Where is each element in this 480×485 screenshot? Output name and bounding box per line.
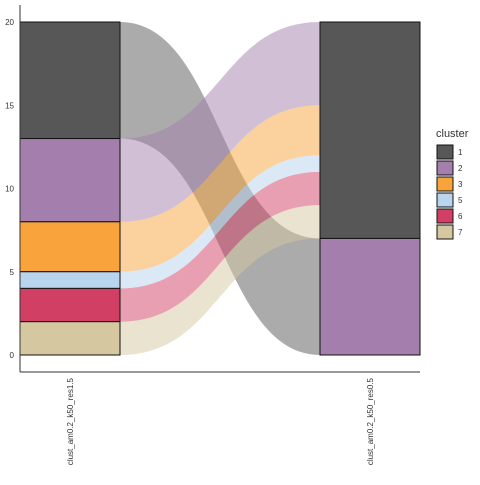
legend-key-2: [436, 160, 454, 176]
legend: cluster 1 2 3 5 6 7: [436, 128, 469, 240]
flow-6-to-1: [120, 171, 320, 322]
y-tick-label: 0: [10, 351, 15, 360]
y-tick-label: 10: [5, 185, 14, 194]
legend-key-1: [436, 144, 454, 160]
x-axis-labels: clust_am0.2_k50_res1.5 clust_am0.2_k50_re…: [66, 377, 375, 465]
flow-3-to-1: [120, 105, 320, 272]
legend-title: cluster: [436, 128, 469, 140]
legend-label-2: 2: [458, 164, 463, 173]
y-tick-label: 5: [10, 268, 15, 277]
flows-layer: [120, 22, 320, 355]
legend-key-3: [436, 176, 454, 192]
y-tick-label: 15: [5, 101, 14, 110]
x-axis-label: clust_am0.2_k50_res0.5: [366, 377, 375, 465]
legend-key-5: [436, 192, 454, 208]
legend-key-7: [436, 224, 454, 240]
legend-label-3: 3: [458, 180, 463, 189]
axes-layer: [19, 5, 420, 373]
flow-2-to-1: [120, 22, 320, 222]
stratum-axis0-cluster-6: [19, 287, 121, 323]
stratum-axis0-cluster-2: [19, 138, 121, 223]
stratum-axis0-cluster-3: [19, 221, 121, 273]
y-tick-labels: 0 5 10 15 20: [5, 18, 14, 360]
x-axis-label: clust_am0.2_k50_res1.5: [66, 377, 75, 465]
flow-7-to-1: [120, 205, 320, 355]
flow-5-to-1: [120, 155, 320, 289]
legend-label-1: 1: [458, 148, 463, 157]
strata-layer: [19, 21, 421, 356]
legend-label-5: 5: [458, 196, 463, 205]
stratum-axis1-cluster-2: [319, 237, 421, 356]
stratum-axis1-cluster-1: [319, 21, 421, 239]
stratum-axis0-cluster-5: [19, 271, 121, 289]
legend-label-7: 7: [458, 228, 463, 237]
legend-label-6: 6: [458, 212, 463, 221]
stratum-axis0-cluster-7: [19, 321, 121, 356]
legend-key-6: [436, 208, 454, 224]
y-tick-label: 20: [5, 18, 14, 27]
stratum-axis0-cluster-1: [19, 21, 121, 140]
